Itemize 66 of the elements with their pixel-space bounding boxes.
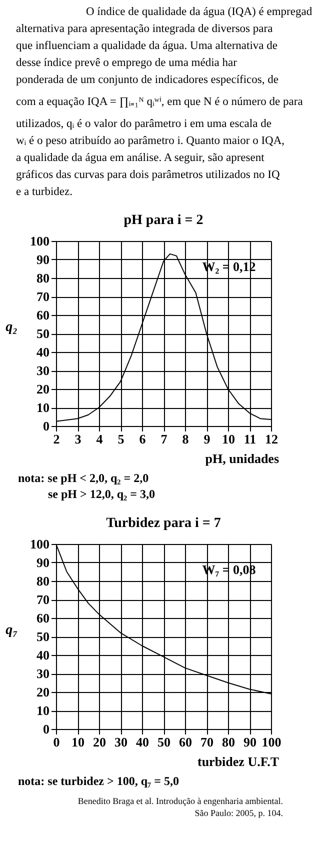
text: se pH > 12,0, q₂ = 3,0 — [48, 487, 155, 501]
y-tick-label: 90 — [36, 252, 50, 267]
y-tick-label: 40 — [36, 344, 50, 360]
text: e a turbidez. — [16, 186, 73, 198]
y-tick-label: 10 — [36, 400, 50, 415]
x-axis-title: turbidez U.F.T — [198, 754, 280, 769]
y-tick-label: 50 — [36, 629, 50, 644]
x-tick-label: 5 — [118, 432, 125, 446]
text: alternativa para apresentação integrada de diversos para — [16, 23, 273, 35]
y-tick-label: 20 — [36, 382, 50, 396]
text: São Paulo: 2005, p. 104. — [194, 808, 283, 818]
text: nota: se turbidez > 100, q₇ = 5,0 — [18, 774, 179, 788]
y-tick-label: 60 — [36, 308, 50, 322]
text: Benedito Braga et al. Introdução à engenharia ambiental. — [78, 796, 283, 806]
x-tick-label: 11 — [244, 432, 256, 446]
text: gráficos das curvas para dois parâmetros utilizados no IQ — [16, 169, 280, 181]
x-tick-label: 50 — [158, 734, 170, 750]
y-tick-label: 90 — [36, 555, 50, 570]
y-tick-label: 80 — [36, 574, 50, 588]
x-tick-label: 60 — [179, 734, 192, 750]
x-tick-label: 0 — [53, 734, 60, 750]
text: utilizados, qᵢ é o valor do parâmetro i em uma escala de — [16, 118, 272, 130]
text: desse índice prevê o emprego de uma média har — [16, 57, 238, 69]
y-tick-label: 100 — [30, 536, 50, 552]
x-tick-label: 30 — [114, 734, 128, 750]
x-tick-label: 3 — [74, 432, 82, 446]
x-tick-label: 90 — [244, 734, 256, 750]
chart-title: Turbidez para i = 7 — [106, 516, 221, 531]
y-tick-label: 50 — [36, 326, 50, 341]
x-tick-label: 12 — [265, 432, 278, 446]
x-tick-label: 7 — [160, 432, 168, 446]
x-tick-label: 80 — [222, 734, 235, 750]
y-tick-label: 0 — [43, 418, 50, 434]
text: ponderada de um conjunto de indicadores específicos, de — [16, 74, 278, 86]
x-tick-label: 100 — [262, 734, 282, 750]
text: nota: se pH < 2,0, q₂ = 2,0 — [18, 471, 149, 485]
x-axis-title: pH, unidades — [205, 451, 279, 466]
x-tick-label: 6 — [139, 432, 146, 446]
y-tick-label: 10 — [36, 703, 50, 718]
y-tick-label: 0 — [43, 722, 50, 736]
x-tick-label: 10 — [72, 734, 84, 750]
x-tick-label: 4 — [96, 432, 104, 446]
y-tick-label: 40 — [36, 648, 50, 662]
y-tick-label: 70 — [36, 592, 50, 607]
y-tick-label: 20 — [36, 684, 50, 700]
y-tick-label: 30 — [36, 363, 50, 378]
x-tick-label: 10 — [222, 432, 235, 446]
y-axis-title: q₇ — [6, 623, 18, 638]
x-tick-label: 8 — [182, 432, 190, 446]
y-tick-label: 80 — [36, 270, 50, 286]
text: que influenciam a qualidade da água. Uma alternativa de — [16, 40, 278, 52]
text: a qualidade da água em análise. A seguir, são apresent — [16, 152, 266, 164]
x-tick-label: 40 — [136, 734, 149, 750]
y-tick-label: 70 — [36, 289, 50, 304]
x-tick-label: 70 — [200, 734, 214, 750]
text: com a equação IQA = ∏ᵢ₌₁ᴺ qᵢʷⁱ, em que N é o número de para — [16, 96, 303, 108]
x-tick-label: 2 — [53, 432, 60, 446]
x-tick-label: 20 — [93, 734, 106, 750]
text: wᵢ é o peso atribuído ao parâmetro i. Quanto maior o IQA, — [16, 135, 285, 147]
chart-title: pH para i = 2 — [124, 213, 204, 228]
y-axis-title: q₂ — [6, 320, 18, 335]
x-tick-label: 9 — [204, 432, 211, 446]
text: O índice de qualidade da água (IQA) é empregad — [86, 6, 312, 18]
y-tick-label: 100 — [30, 234, 50, 248]
y-tick-label: 60 — [36, 610, 50, 626]
y-tick-label: 30 — [36, 666, 50, 681]
